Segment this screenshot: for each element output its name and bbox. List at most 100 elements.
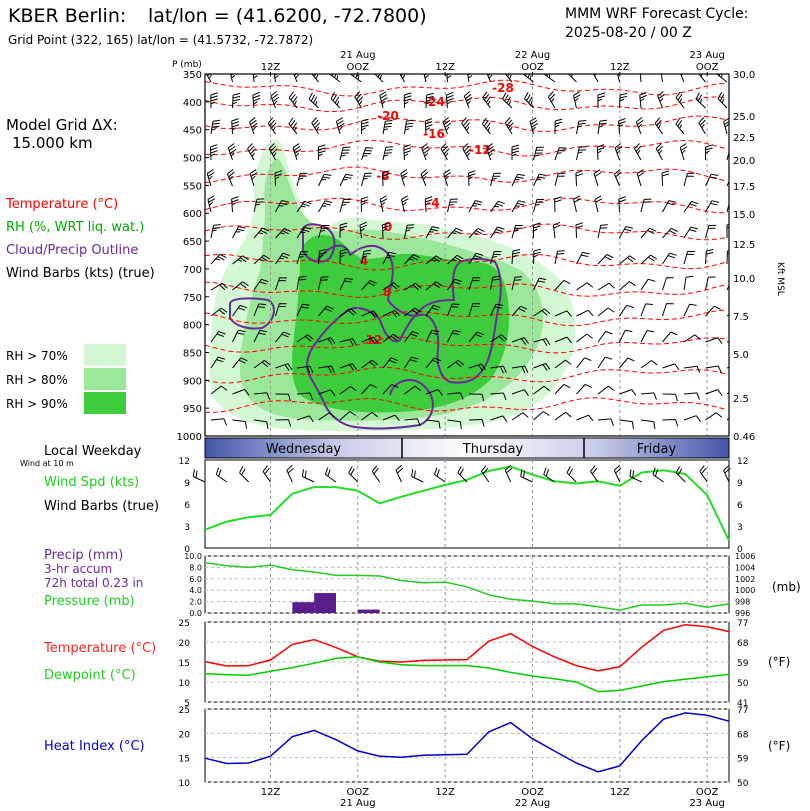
xsec-wind-barb (655, 143, 664, 161)
pressure-tick-label: 650 (183, 237, 202, 248)
xsec-wind-barb (547, 91, 556, 109)
xsec-wind-barb (339, 338, 357, 346)
xsec-wind-barb (339, 385, 357, 395)
xsec-wind-barb (554, 310, 572, 317)
xsec-wind-barb (404, 307, 421, 317)
xsec-wind-barb (597, 307, 615, 317)
cross-section-frame (204, 73, 730, 437)
xsec-wind-barb (210, 253, 227, 265)
rh90-swatch (84, 392, 126, 414)
temperature-contour (205, 79, 726, 97)
xsec-wind-barb (597, 92, 606, 109)
xsec-wind-barb (617, 74, 621, 83)
xsec-wind-barb (311, 74, 319, 83)
heat-index-line (204, 712, 730, 773)
xsec-wind-barb (232, 419, 248, 429)
temperature-contour-label: -4 (426, 196, 439, 210)
wind-speed-panel: 0 0 3 3 6 6 9 9 12 12 (179, 457, 749, 555)
xsec-wind-barb (329, 74, 341, 83)
weekday-bar: Wednesday Thursday Friday (204, 437, 730, 459)
xsec-wind-barb (683, 172, 695, 187)
xsec-wind-barb (511, 305, 528, 317)
xsec-wind-barb (576, 357, 592, 369)
xsec-wind-barb (425, 255, 443, 265)
xsec-wind-barb (404, 282, 422, 291)
xsec-wind-barb (318, 276, 329, 291)
xsec-wind-barb (597, 224, 608, 239)
cloud-outline-left (229, 297, 275, 330)
temp-f-tick-label: 41 (737, 699, 748, 709)
xsec-wind-barb (318, 225, 330, 239)
wind-tick-right: 6 (737, 501, 743, 511)
xsec-wind-barb (253, 329, 268, 343)
xsec-wind-barb (400, 195, 409, 213)
heat-f-tick-label: 77 (737, 706, 748, 716)
xsec-wind-barb (698, 74, 706, 83)
xsec-wind-barb (210, 282, 228, 291)
xsec-wind-barb (339, 277, 353, 291)
temp-f-tick-label: 59 (737, 659, 749, 669)
pressure-tick-label: 996 (735, 609, 750, 618)
xsec-wind-barb (675, 91, 685, 109)
xsec-wind-barb (318, 412, 336, 421)
xsec-wind-barb (543, 74, 556, 83)
xsec-wind-barb (249, 169, 258, 187)
pressure-tick-label: 900 (183, 376, 202, 387)
top-tick-label: OOZ (347, 62, 370, 73)
xsec-wind-barb (447, 254, 464, 265)
xsec-wind-barb (467, 74, 473, 83)
xsec-wind-barb (597, 356, 613, 369)
xsec-wind-barb (461, 117, 470, 135)
xsec-wind-barb (613, 169, 622, 187)
xsec-wind-barb (662, 393, 678, 402)
xsec-wind-barb (296, 365, 314, 374)
xsec-wind-barb (522, 74, 534, 83)
xsec-wind-barb (425, 357, 442, 369)
heat-index-panel: 10 15 20 25 50 59 68 77 (179, 706, 749, 789)
fahrenheit-unit-heat: (°F) (768, 739, 790, 753)
xsec-wind-barb (361, 384, 378, 395)
xsec-wind-barb (446, 74, 452, 83)
xsec-wind-barb (533, 173, 547, 187)
xsec-wind-barb (573, 195, 581, 213)
xsec-wind-barb (683, 334, 701, 343)
bottom-date-label: 22 Aug (515, 798, 550, 809)
xsec-wind-barb (230, 74, 236, 83)
xsec-wind-barb (354, 91, 364, 109)
precip-tick-label: 4.0 (189, 586, 202, 595)
xsec-wind-barb (468, 419, 485, 427)
xsec-wind-barb (576, 383, 593, 395)
height-tick-label: 7.5 (733, 312, 749, 323)
xsec-wind-barb (680, 74, 685, 83)
xsec-wind-barb (511, 365, 529, 374)
xsec-wind-barb (253, 392, 271, 400)
rh-legend: RH > 70% RH > 80% RH > 90% (6, 344, 126, 414)
xsec-wind-barb (232, 226, 246, 239)
temperature-contour-label: 4 (360, 254, 368, 268)
xsec-wind-barb (597, 385, 615, 395)
height-tick-label: 15.0 (733, 210, 755, 221)
xsec-wind-barb (226, 169, 235, 187)
legend-cloud-outline: Cloud/Precip Outline (6, 243, 138, 258)
wind-tick-right: 12 (737, 457, 748, 467)
xsec-wind-barb (572, 91, 581, 109)
precip-tick-label: 0.0 (189, 609, 202, 618)
xsec-wind-barb (293, 74, 299, 83)
wind-tick-left: 6 (184, 501, 190, 511)
temp-tick-label: 25 (179, 619, 190, 629)
xsec-wind-barb (361, 250, 372, 265)
xsec-wind-barb (716, 74, 728, 83)
xsec-wind-barb (361, 310, 379, 318)
xsec-wind-barb (619, 281, 636, 291)
xsec-wind-barb (726, 284, 729, 291)
xsec-wind-barb (468, 363, 486, 371)
xsec-wind-barb (296, 200, 312, 213)
xsec-wind-barb (683, 200, 699, 213)
xsec-wind-barb (552, 221, 561, 239)
xsec-wind-barb (511, 412, 529, 421)
xsec-wind-barb (350, 74, 362, 83)
temp-tick-label: 20 (179, 639, 191, 649)
xsec-wind-barb (576, 251, 590, 265)
